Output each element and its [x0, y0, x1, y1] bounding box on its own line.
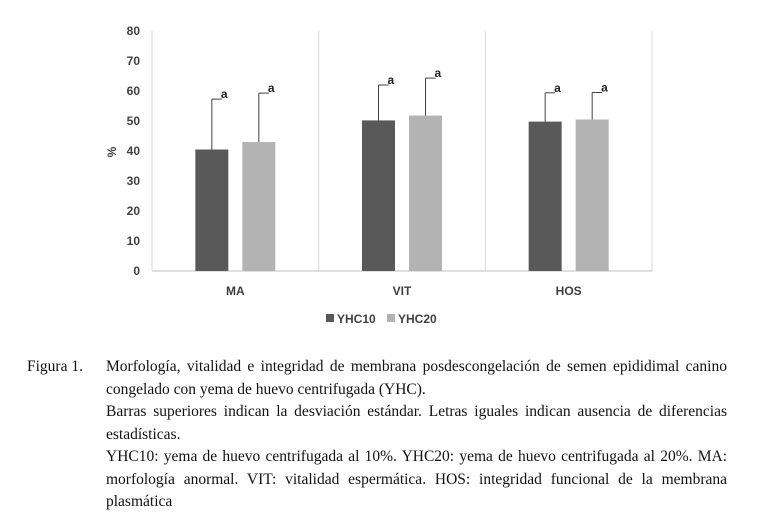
- legend-swatch: [387, 314, 395, 322]
- legend-label: YHC20: [398, 312, 437, 326]
- caption-line-2: Barras superiores indican la desviación …: [106, 403, 727, 443]
- significance-letter: a: [221, 87, 228, 101]
- figure-caption: Figura 1. Morfología, vitalidad e integr…: [27, 356, 727, 514]
- significance-letter: a: [435, 66, 442, 80]
- x-tick-label: MA: [226, 284, 245, 298]
- significance-letter: a: [268, 81, 275, 95]
- caption-label: Figura 1.: [27, 358, 83, 375]
- bars: a a a a a a: [195, 66, 609, 272]
- y-tick-label: 20: [127, 204, 141, 218]
- caption-line-3: YHC10: yema de huevo centrifugada al 10%…: [106, 448, 727, 510]
- y-tick-label: 10: [127, 234, 141, 248]
- y-axis-label: %: [105, 146, 119, 157]
- y-tick-label: 0: [133, 264, 140, 278]
- y-tick-label: 30: [127, 174, 141, 188]
- y-tick-label: 60: [127, 84, 141, 98]
- bar-yhc10-hos: [528, 121, 562, 271]
- bar-yhc10-ma: [195, 149, 229, 271]
- legend: YHC10 YHC20: [326, 312, 437, 326]
- y-tick-label: 50: [127, 114, 141, 128]
- significance-letter: a: [601, 81, 608, 95]
- x-tick-label: HOS: [556, 284, 582, 298]
- bar-yhc10-vit: [362, 120, 395, 272]
- y-tick-label: 40: [127, 144, 141, 158]
- bar-chart: 0 10 20 30 40 50 60 70 80 % a a a a a a MA VIT HOS YHC1…: [105, 24, 653, 326]
- x-tick-label: VIT: [393, 284, 412, 298]
- caption-line-1: Morfología, vitalidad e integridad de me…: [106, 358, 727, 398]
- legend-swatch: [326, 314, 334, 322]
- y-tick-label: 70: [127, 54, 141, 68]
- bar-yhc20-hos: [575, 119, 609, 271]
- caption-body: Morfología, vitalidad e integridad de me…: [106, 356, 727, 514]
- y-tick-label: 80: [127, 24, 141, 38]
- bar-yhc20-ma: [242, 142, 276, 271]
- y-axis-ticks: 0 10 20 30 40 50 60 70 80: [127, 24, 141, 278]
- category-labels: MA VIT HOS: [226, 284, 582, 298]
- legend-label: YHC10: [337, 312, 376, 326]
- chart-grid: [151, 31, 653, 272]
- bar-yhc20-vit: [409, 115, 442, 271]
- significance-letter: a: [554, 81, 561, 95]
- significance-letter: a: [388, 73, 395, 87]
